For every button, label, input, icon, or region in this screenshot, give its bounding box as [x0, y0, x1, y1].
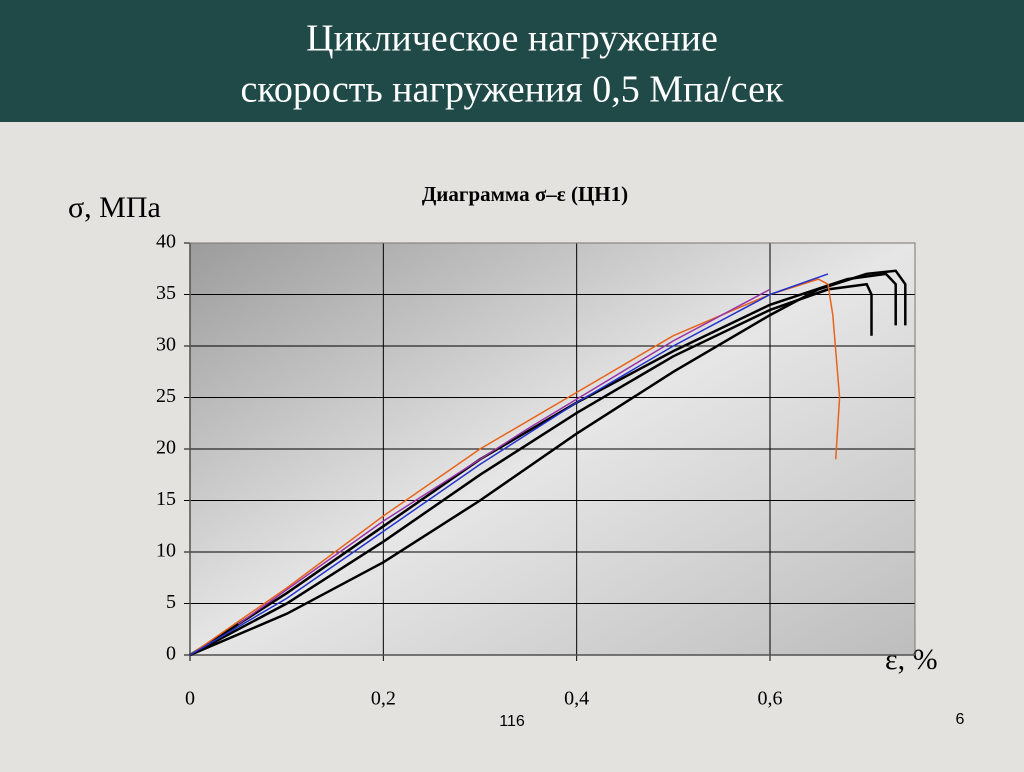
- heading: скорость нагружения 0,5 Мпа/сек: [241, 69, 784, 111]
- heading: Циклическое нагружение: [306, 18, 718, 60]
- y-tick-label: 0: [166, 643, 176, 665]
- plot-border: [189, 242, 916, 656]
- data-line: [189, 282, 873, 657]
- header-band: [0, 0, 1024, 122]
- data-line: [189, 269, 907, 657]
- y-tick-label: 30: [156, 334, 176, 356]
- y-tick-label: 35: [156, 282, 176, 304]
- page-number: 6: [956, 711, 965, 728]
- y-tick-label: 15: [156, 488, 176, 510]
- x-tick-label: 0,6: [758, 688, 783, 710]
- y-tick-label: 25: [156, 385, 176, 407]
- data-line: [189, 272, 897, 657]
- x-tick-label: 0: [185, 688, 195, 710]
- x-axis-title: ε, %: [885, 643, 938, 676]
- footer-number: 116: [499, 713, 525, 730]
- data-line: [189, 273, 829, 656]
- x-tick-label: 0,4: [564, 688, 589, 710]
- y-tick-label: 5: [166, 591, 176, 613]
- y-tick-label: 40: [156, 231, 176, 253]
- data-line: [237, 288, 771, 625]
- x-tick-label: 0,2: [371, 688, 396, 710]
- y-tick-label: 10: [156, 540, 176, 562]
- y-tick-label: 20: [156, 437, 176, 459]
- y-axis-title: σ, МПа: [68, 191, 161, 224]
- chart-title: Диаграмма σ–ε (ЦН1): [422, 182, 628, 206]
